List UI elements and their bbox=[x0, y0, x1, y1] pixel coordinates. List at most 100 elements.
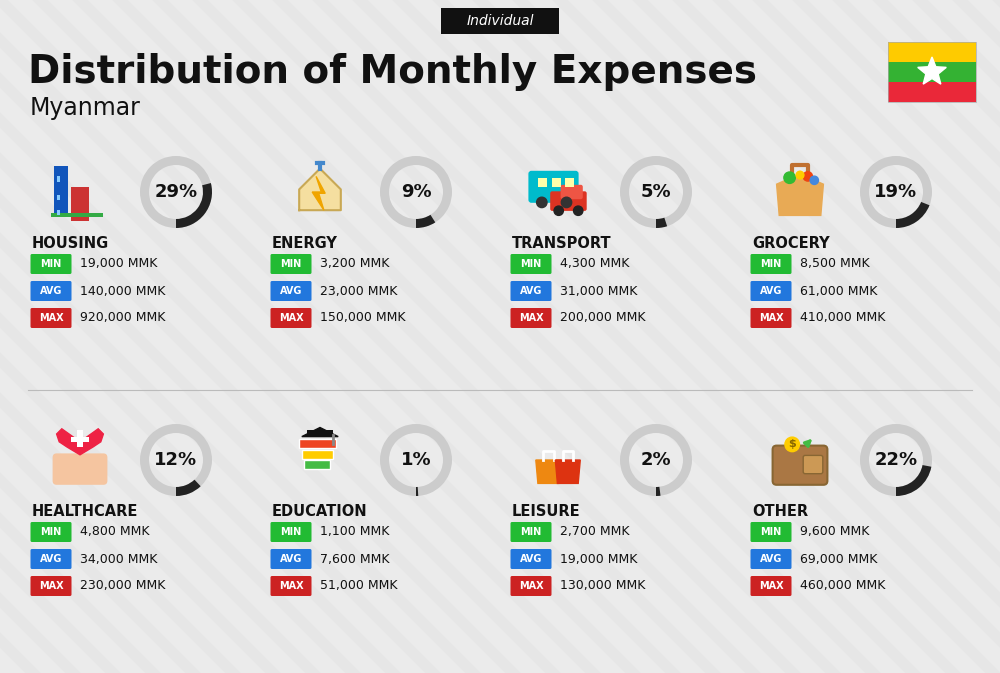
FancyBboxPatch shape bbox=[270, 281, 312, 301]
Wedge shape bbox=[140, 424, 212, 496]
FancyBboxPatch shape bbox=[888, 62, 976, 82]
Wedge shape bbox=[416, 215, 435, 228]
FancyBboxPatch shape bbox=[538, 178, 547, 187]
Wedge shape bbox=[620, 424, 692, 496]
FancyBboxPatch shape bbox=[307, 430, 333, 437]
FancyBboxPatch shape bbox=[299, 439, 336, 448]
FancyBboxPatch shape bbox=[750, 281, 792, 301]
Text: 150,000 MMK: 150,000 MMK bbox=[320, 312, 406, 324]
FancyBboxPatch shape bbox=[30, 576, 72, 596]
Text: ENERGY: ENERGY bbox=[272, 236, 338, 250]
FancyBboxPatch shape bbox=[57, 210, 60, 215]
Text: 3,200 MMK: 3,200 MMK bbox=[320, 258, 389, 271]
Wedge shape bbox=[380, 424, 452, 496]
FancyBboxPatch shape bbox=[77, 430, 83, 447]
Polygon shape bbox=[299, 169, 341, 210]
Circle shape bbox=[784, 172, 795, 184]
FancyBboxPatch shape bbox=[750, 254, 792, 274]
Text: AVG: AVG bbox=[760, 554, 782, 564]
Text: TRANSPORT: TRANSPORT bbox=[512, 236, 612, 250]
Circle shape bbox=[561, 197, 572, 207]
Circle shape bbox=[537, 197, 547, 207]
Polygon shape bbox=[302, 427, 338, 437]
FancyBboxPatch shape bbox=[270, 522, 312, 542]
Circle shape bbox=[810, 176, 818, 184]
FancyBboxPatch shape bbox=[773, 446, 827, 485]
Text: AVG: AVG bbox=[280, 286, 302, 296]
Text: MAX: MAX bbox=[279, 313, 303, 323]
Text: MIN: MIN bbox=[280, 527, 302, 537]
Text: MAX: MAX bbox=[759, 581, 783, 591]
FancyBboxPatch shape bbox=[57, 194, 60, 200]
Text: AVG: AVG bbox=[280, 554, 302, 564]
FancyBboxPatch shape bbox=[30, 308, 72, 328]
Text: 2,700 MMK: 2,700 MMK bbox=[560, 526, 630, 538]
FancyBboxPatch shape bbox=[30, 522, 72, 542]
FancyBboxPatch shape bbox=[750, 308, 792, 328]
FancyBboxPatch shape bbox=[270, 549, 312, 569]
Text: 12%: 12% bbox=[154, 451, 198, 469]
FancyBboxPatch shape bbox=[304, 460, 330, 469]
Text: $: $ bbox=[788, 439, 796, 450]
FancyBboxPatch shape bbox=[511, 254, 552, 274]
FancyBboxPatch shape bbox=[30, 254, 72, 274]
Polygon shape bbox=[57, 429, 103, 455]
Wedge shape bbox=[656, 487, 661, 496]
FancyBboxPatch shape bbox=[302, 450, 333, 459]
Wedge shape bbox=[140, 156, 212, 228]
Text: 7,600 MMK: 7,600 MMK bbox=[320, 553, 390, 565]
Text: 19,000 MMK: 19,000 MMK bbox=[560, 553, 637, 565]
Text: AVG: AVG bbox=[760, 286, 782, 296]
Text: MAX: MAX bbox=[39, 313, 63, 323]
Text: 19,000 MMK: 19,000 MMK bbox=[80, 258, 157, 271]
Text: 69,000 MMK: 69,000 MMK bbox=[800, 553, 877, 565]
Wedge shape bbox=[860, 156, 932, 228]
Text: 410,000 MMK: 410,000 MMK bbox=[800, 312, 885, 324]
Text: AVG: AVG bbox=[520, 554, 542, 564]
Text: 230,000 MMK: 230,000 MMK bbox=[80, 579, 165, 592]
Text: AVG: AVG bbox=[520, 286, 542, 296]
FancyBboxPatch shape bbox=[511, 576, 552, 596]
Text: 140,000 MMK: 140,000 MMK bbox=[80, 285, 165, 297]
FancyBboxPatch shape bbox=[270, 308, 312, 328]
Polygon shape bbox=[777, 174, 823, 215]
FancyBboxPatch shape bbox=[511, 308, 552, 328]
Text: MIN: MIN bbox=[280, 259, 302, 269]
Text: MIN: MIN bbox=[760, 527, 782, 537]
FancyBboxPatch shape bbox=[51, 213, 103, 217]
Wedge shape bbox=[620, 156, 692, 228]
Text: EDUCATION: EDUCATION bbox=[272, 503, 368, 518]
Text: 1,100 MMK: 1,100 MMK bbox=[320, 526, 389, 538]
Text: MAX: MAX bbox=[39, 581, 63, 591]
FancyBboxPatch shape bbox=[888, 42, 976, 62]
Text: 8,500 MMK: 8,500 MMK bbox=[800, 258, 870, 271]
Wedge shape bbox=[896, 465, 931, 496]
Text: Distribution of Monthly Expenses: Distribution of Monthly Expenses bbox=[28, 53, 757, 91]
Text: MIN: MIN bbox=[520, 259, 542, 269]
Text: Myanmar: Myanmar bbox=[30, 96, 141, 120]
Text: 61,000 MMK: 61,000 MMK bbox=[800, 285, 877, 297]
Wedge shape bbox=[860, 424, 932, 496]
Wedge shape bbox=[416, 487, 418, 496]
Text: AVG: AVG bbox=[40, 286, 62, 296]
Circle shape bbox=[574, 206, 583, 215]
Text: 2%: 2% bbox=[641, 451, 671, 469]
FancyBboxPatch shape bbox=[528, 171, 579, 203]
Text: AVG: AVG bbox=[40, 554, 62, 564]
Text: MIN: MIN bbox=[40, 527, 62, 537]
FancyBboxPatch shape bbox=[888, 82, 976, 102]
FancyBboxPatch shape bbox=[441, 8, 559, 34]
FancyBboxPatch shape bbox=[750, 576, 792, 596]
Circle shape bbox=[803, 172, 812, 181]
Text: MIN: MIN bbox=[760, 259, 782, 269]
Text: LEISURE: LEISURE bbox=[512, 503, 581, 518]
FancyBboxPatch shape bbox=[71, 187, 89, 221]
Text: 1%: 1% bbox=[401, 451, 431, 469]
FancyBboxPatch shape bbox=[803, 456, 823, 474]
Text: MAX: MAX bbox=[279, 581, 303, 591]
Text: 19%: 19% bbox=[874, 183, 918, 201]
Polygon shape bbox=[555, 460, 580, 483]
Text: 920,000 MMK: 920,000 MMK bbox=[80, 312, 165, 324]
FancyBboxPatch shape bbox=[565, 178, 574, 187]
FancyBboxPatch shape bbox=[511, 281, 552, 301]
